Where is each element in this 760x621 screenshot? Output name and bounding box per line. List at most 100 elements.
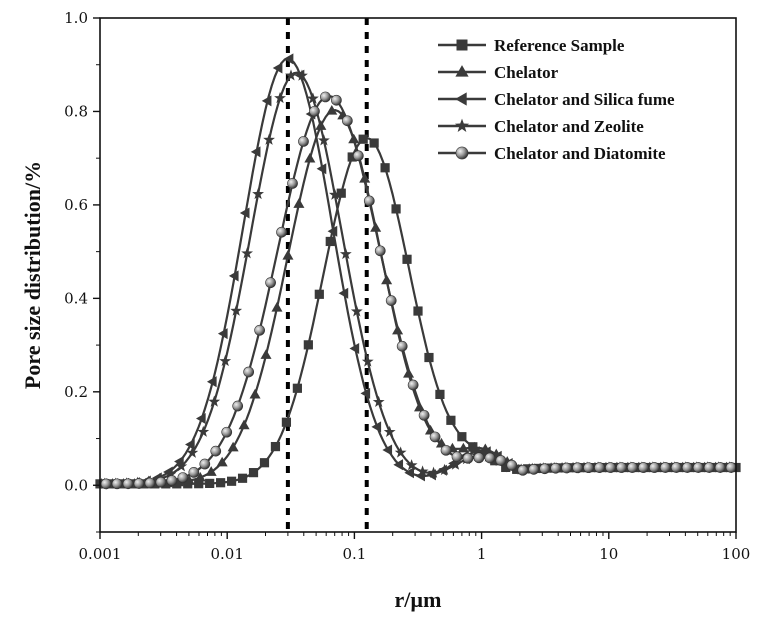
series-0-point	[226, 476, 237, 486]
series-4-point	[528, 464, 540, 475]
series-2-point	[217, 328, 228, 340]
series-1-point	[194, 471, 206, 482]
y-axis-title: Pore size distribution/%	[20, 161, 45, 389]
series-0-point	[281, 417, 292, 427]
series-3-point	[372, 395, 385, 408]
series-4-point	[725, 462, 737, 473]
series-0-point	[336, 188, 346, 198]
series-4-point	[703, 462, 715, 473]
series-3-point	[350, 305, 363, 317]
series-4-point	[583, 462, 594, 474]
x-tick-label-2: 0.1	[342, 545, 366, 563]
y-tick-label-5: 1.0	[64, 9, 88, 27]
y-tick-label-4: 0.8	[64, 102, 88, 120]
series-0-point	[216, 478, 226, 488]
series-4-point	[111, 478, 123, 490]
series-4-point	[714, 462, 726, 473]
series-4-point	[396, 340, 408, 352]
series-3-point	[186, 446, 199, 458]
series-3-point	[383, 425, 396, 438]
series-3-point	[328, 188, 341, 200]
series-0-point	[270, 441, 281, 452]
legend-label-0: Reference Sample	[494, 36, 625, 55]
series-4-point	[122, 478, 134, 490]
series-4-point	[605, 462, 616, 473]
series-2-point	[349, 342, 360, 355]
x-tick-label-1: 0.01	[210, 545, 243, 563]
series-4	[100, 91, 737, 490]
series-0-point	[325, 236, 335, 247]
series-0-point	[314, 289, 324, 299]
series-4-point	[440, 444, 452, 456]
series-4-point	[276, 226, 287, 238]
series-2-point	[272, 62, 283, 74]
series-0-point	[237, 473, 248, 483]
series-4-point	[210, 445, 222, 457]
series-2-point	[404, 467, 414, 479]
series-4-point	[265, 277, 276, 289]
y-tick-label-2: 0.4	[64, 289, 88, 307]
legend-marker-0	[456, 39, 468, 51]
series-4-point	[199, 458, 211, 470]
series-3-point	[285, 69, 297, 81]
x-tick-label-5: 100	[722, 545, 751, 563]
series-2-point	[283, 53, 294, 65]
series-2-point	[327, 225, 338, 237]
series-4-point	[692, 462, 704, 473]
series-3-point	[164, 468, 177, 480]
series-2-point	[195, 412, 206, 424]
series-4-point	[320, 91, 331, 103]
series-2-point	[371, 421, 382, 433]
series-2-point	[228, 270, 239, 282]
series-0-point	[479, 449, 489, 459]
series-3-point	[339, 247, 352, 260]
series-4-point	[506, 459, 518, 471]
series-0	[95, 134, 741, 489]
series-1-point	[227, 441, 239, 452]
series-0-point	[369, 138, 379, 148]
series-2-point	[393, 459, 404, 471]
series-layer	[95, 53, 741, 490]
series-0-point	[347, 152, 357, 162]
series-1-point	[326, 104, 338, 115]
series-0-point	[194, 479, 204, 489]
series-4-point	[670, 462, 682, 473]
series-4-point	[298, 136, 309, 147]
series-3-point	[241, 247, 254, 259]
series-4-point	[550, 462, 562, 474]
series-0-point	[391, 204, 401, 214]
series-3-point	[449, 458, 462, 470]
series-1-point	[216, 456, 228, 467]
series-4-point	[309, 105, 320, 117]
series-0-point	[501, 462, 511, 472]
series-3-point	[175, 460, 188, 472]
series-4-point	[374, 245, 386, 257]
legend-marker-1	[455, 65, 469, 77]
series-4-point	[429, 431, 441, 443]
series-0-point	[490, 456, 500, 466]
series-1-point	[457, 442, 469, 453]
legend-label-2: Chelator and Silica fume	[494, 90, 675, 109]
series-2-point	[206, 376, 217, 388]
legend: Reference Sample Chelator Chelator and Sil…	[438, 36, 675, 163]
series-3-point	[361, 355, 374, 367]
series-1-point	[260, 349, 272, 359]
series-4-point	[418, 409, 430, 421]
series-2-point	[316, 163, 327, 175]
series-4-point	[462, 452, 474, 464]
series-3-point	[427, 466, 440, 478]
series-4-point	[484, 452, 496, 464]
series-2-point	[382, 444, 393, 456]
series-2-point	[360, 387, 371, 399]
series-4-point	[407, 379, 419, 391]
series-4-point	[561, 462, 573, 474]
series-3-point	[274, 91, 286, 104]
series-1-point	[183, 474, 195, 485]
series-3-point	[219, 354, 232, 367]
legend-label-3: Chelator and Zeolite	[494, 117, 644, 136]
series-1-point	[435, 437, 447, 448]
series-4-point	[155, 476, 167, 488]
y-axis: 0.0 0.2 0.4 0.6 0.8 1.0	[64, 9, 100, 533]
series-4-point	[473, 452, 485, 464]
